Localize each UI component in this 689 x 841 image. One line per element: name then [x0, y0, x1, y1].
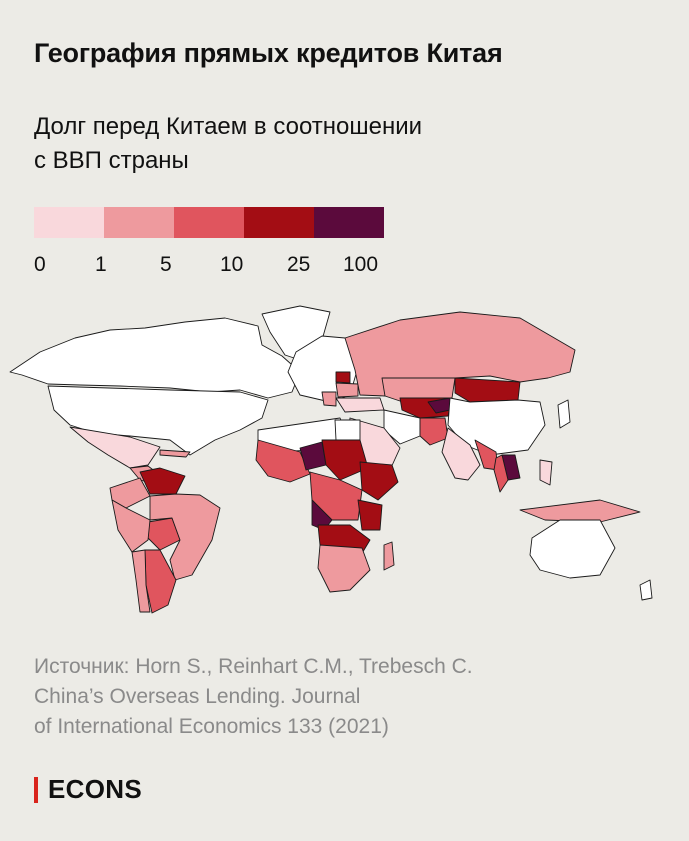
legend-tick-10: 10 — [220, 253, 244, 276]
brand-accent-bar — [34, 776, 38, 803]
region-belarus — [335, 371, 351, 384]
subtitle-line-1: Долг перед Китаем в соотношении — [34, 113, 423, 140]
region-iran — [383, 409, 421, 445]
chart-title: География прямых кредитов Китая — [34, 38, 503, 68]
legend-tick-1: 1 — [95, 253, 107, 276]
region-ukraine — [335, 382, 359, 398]
region-pakistan — [419, 417, 449, 446]
legend-swatch-5-10 — [174, 207, 244, 238]
region-east-africa — [357, 499, 383, 531]
legend-tick-100: 100 — [343, 253, 379, 276]
world-map-svg — [9, 305, 653, 614]
region-philippines — [539, 459, 553, 486]
source-line-2: China’s Overseas Lending. Journal — [34, 685, 361, 708]
region-madagascar — [383, 541, 395, 571]
legend-swatch-1-5 — [104, 207, 174, 238]
region-southeast-asia — [493, 454, 509, 493]
region-chile — [131, 549, 151, 613]
region-turkey — [335, 397, 385, 413]
region-southern-africa — [317, 544, 371, 593]
subtitle-line-2: с ВВП страны — [34, 147, 189, 174]
region-indonesia — [519, 499, 641, 523]
source-line-3: of International Economics 133 (2021) — [34, 715, 389, 738]
region-peru — [111, 499, 151, 553]
region-venezuela — [139, 467, 186, 495]
region-usa — [47, 385, 269, 456]
region-balkans — [321, 391, 337, 407]
region-australia — [529, 519, 616, 579]
legend-color-scale — [34, 207, 384, 238]
legend-swatch-0-1 — [34, 207, 104, 238]
region-japan — [557, 399, 571, 429]
chart-subtitle: Долг перед Китаем в соотношении с ВВП ст… — [34, 110, 594, 178]
region-mexico — [69, 426, 161, 469]
region-cuba — [159, 449, 191, 458]
region-ethiopia-horn — [359, 461, 399, 501]
world-map — [0, 300, 689, 620]
legend-labels: 0 1 5 10 25 100 — [34, 253, 394, 281]
brand-wordmark: ECONS — [48, 774, 142, 804]
source-line-1: Источник: Horn S., Reinhart C.M., Trebes… — [34, 655, 473, 678]
region-colombia-ecuador — [109, 477, 151, 509]
legend-tick-0: 0 — [34, 253, 46, 276]
region-india — [441, 427, 481, 481]
source-note: Источник: Horn S., Reinhart C.M., Trebes… — [34, 652, 473, 742]
region-mongolia — [454, 377, 521, 403]
legend-swatch-25-100 — [314, 207, 384, 238]
region-brazil — [149, 493, 221, 581]
brand-logo: ECONS — [34, 774, 142, 805]
legend-tick-5: 5 — [160, 253, 172, 276]
region-egypt — [334, 419, 361, 441]
region-west-africa — [255, 439, 311, 483]
legend-swatch-10-25 — [244, 207, 314, 238]
legend-tick-25: 25 — [287, 253, 311, 276]
region-new-zealand — [639, 579, 653, 601]
